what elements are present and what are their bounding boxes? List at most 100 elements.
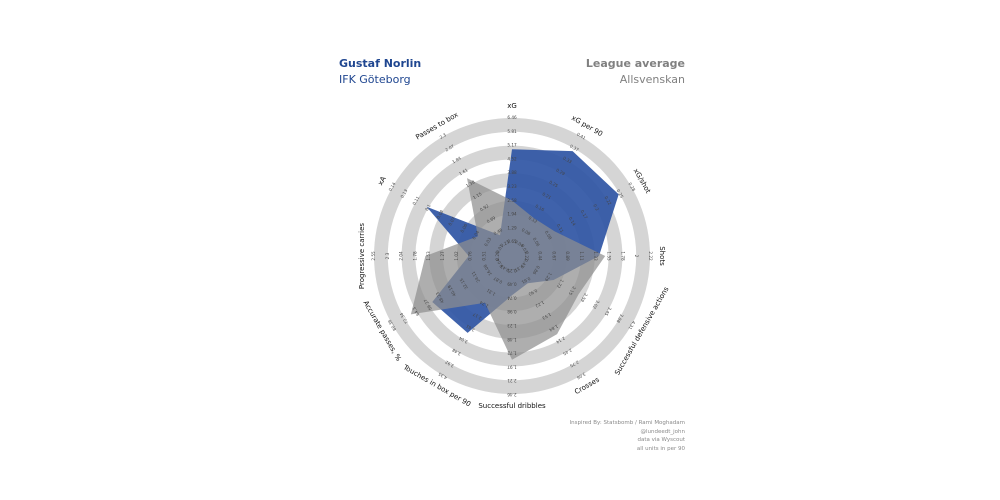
category-label: Successful dribbles	[478, 402, 546, 410]
tick-label: 0.31	[514, 264, 525, 273]
tick-label: 0.51	[481, 251, 486, 261]
tick-label: 0.06	[459, 223, 468, 234]
tick-label: 2.59	[579, 292, 588, 303]
tick-label: 1.97	[507, 364, 517, 369]
tick-label: 3.88	[615, 313, 624, 324]
tick-label: 0.92	[527, 288, 538, 297]
tick-label: 0.46	[493, 227, 504, 236]
tick-label: 1.84	[451, 155, 462, 164]
tick-label: 2.07	[444, 143, 455, 152]
tick-label: 4.52	[507, 156, 517, 161]
league-name: Allsvenskan	[619, 73, 685, 86]
tick-label: 1.11	[579, 251, 584, 261]
tick-label: 3.02	[591, 299, 600, 310]
tick-label: 1.72	[556, 279, 565, 290]
tick-label: 0.26	[495, 251, 500, 261]
tick-label: 0.43	[499, 264, 510, 273]
tick-label: 0.43	[520, 258, 529, 269]
tick-label: 2.17	[472, 312, 483, 321]
category-label: xG	[507, 102, 517, 110]
tick-label: 2.3	[439, 132, 448, 140]
tick-label: 3.48	[451, 347, 462, 356]
tick-label: 1.74	[479, 300, 490, 309]
tick-label: 0.07	[447, 216, 456, 227]
tick-label: 64.3	[411, 306, 420, 317]
tick-label: 1.53	[426, 251, 431, 261]
tick-label: 0.76	[468, 251, 473, 261]
category-label: Shots	[658, 246, 666, 266]
tick-label: 0.67	[551, 251, 556, 261]
tick-label: 0.08	[521, 227, 532, 236]
tick-label: 1.38	[465, 179, 476, 188]
tick-label: 0.08	[544, 230, 553, 241]
tick-label: 0.1	[424, 203, 432, 212]
tick-label: 0.87	[492, 276, 503, 285]
tick-label: 0.61	[520, 276, 531, 285]
tick-label: 2.15	[568, 285, 577, 296]
player-team: IFK Göteborg	[339, 73, 411, 86]
tick-label: 80.38	[387, 319, 397, 332]
tick-label: 2.14	[555, 336, 566, 345]
tick-label: 2.21	[507, 378, 517, 383]
credit-line: data via Wyscout	[637, 437, 685, 443]
tick-label: 0.21	[541, 191, 552, 200]
tick-label: 0.14	[568, 216, 577, 227]
tick-label: 8.04	[495, 258, 504, 269]
tick-label: 2	[634, 255, 639, 258]
tick-label: 32.15	[458, 277, 468, 290]
tick-label: 2.3	[385, 252, 390, 259]
tick-label: 0.25	[507, 268, 517, 273]
tick-label: 2.22	[648, 251, 653, 261]
tick-label: 0.16	[535, 203, 546, 212]
tick-label: 1.15	[472, 191, 483, 200]
tick-label: 1.22	[534, 300, 545, 309]
tick-label: 40.19	[446, 284, 456, 297]
tick-label: 0.25	[616, 188, 625, 199]
tick-label: 0.49	[507, 282, 517, 287]
tick-label: 6.46	[507, 115, 517, 120]
tick-label: 0.04	[471, 229, 480, 240]
category-label: xA	[376, 175, 387, 187]
credit-line: @lundeedt_john	[640, 428, 685, 435]
tick-label: 0.12	[528, 215, 539, 224]
tick-label: 3.88	[507, 170, 517, 175]
tick-label: 2.61	[465, 323, 476, 332]
tick-label: 2.58	[507, 198, 517, 203]
tick-label: 0.14	[388, 181, 397, 192]
tick-label: 0.11	[411, 195, 420, 206]
tick-label: 0.04	[514, 239, 525, 248]
tick-label: 1.31	[485, 288, 496, 297]
tick-label: 1.78	[412, 251, 417, 261]
tick-label: 0.65	[507, 239, 517, 244]
tick-label: 2.04	[399, 251, 404, 261]
player-name: Gustaf Norlin	[339, 57, 422, 70]
tick-label: 0.13	[399, 188, 408, 199]
tick-label: 0.11	[556, 223, 565, 234]
tick-label: 2.75	[569, 360, 580, 369]
tick-label: 1.02	[454, 251, 459, 261]
tick-label: 1.53	[541, 312, 552, 321]
tick-label: 0.44	[538, 251, 543, 261]
radar-tick-labels: 0.65 1.29 1.94 2.58 3.23 3.88 4.52 5.17 5.81 6.46…	[371, 115, 653, 397]
tick-label: 0.29	[555, 167, 566, 176]
tick-label: 0.22	[604, 195, 613, 206]
tick-label: 0.33	[562, 155, 573, 164]
tick-label: 0.74	[507, 295, 517, 300]
tick-label: 0.92	[479, 203, 490, 212]
tick-label: 1.27	[440, 251, 445, 261]
tick-label: 4.31	[627, 320, 636, 331]
tick-label: 0.17	[580, 209, 589, 220]
tick-label: 3.92	[444, 359, 455, 368]
tick-label: 3.23	[507, 184, 517, 189]
tick-label: 1.84	[548, 324, 559, 333]
tick-label: 1.55	[607, 251, 612, 261]
tick-label: 2.46	[507, 392, 517, 397]
tick-label: 16.08	[482, 263, 492, 276]
tick-label: 1.94	[507, 212, 517, 217]
credit-line: Inspired By: Statsbomb / Rami Moghadam	[569, 420, 685, 426]
tick-label: 3.06	[576, 371, 587, 380]
tick-label: 1.72	[507, 351, 517, 356]
tick-label: 0.2	[592, 203, 600, 212]
tick-label: 0.28	[627, 181, 636, 192]
tick-label: 1.23	[507, 323, 517, 328]
